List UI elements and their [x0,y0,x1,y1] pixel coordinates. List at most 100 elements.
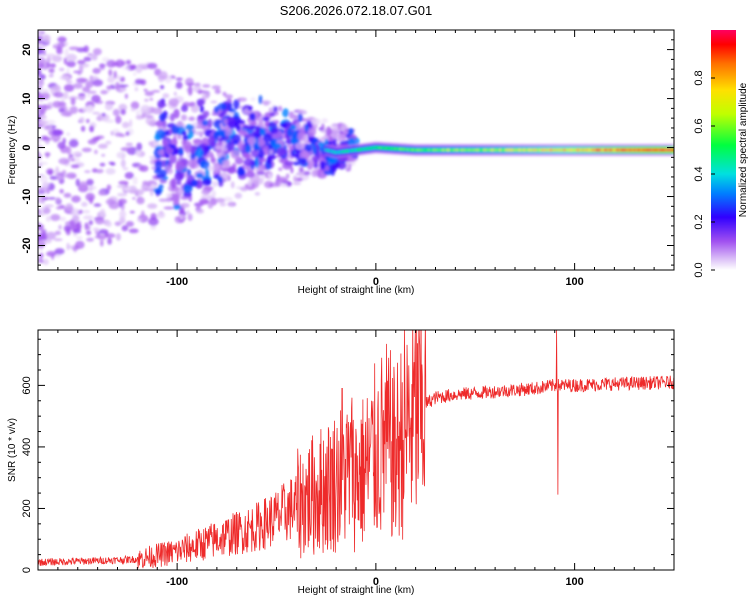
heatmap-cell [115,81,119,90]
heatmap-cell [289,114,299,120]
heatmap-cell [87,139,97,145]
heatmap-cell [237,129,248,135]
heatmap-cell [155,120,164,127]
heatmap-cell [234,192,243,199]
heatmap-cell [66,80,73,84]
heatmap-cell [166,192,173,198]
heatmap-cell [98,190,106,196]
heatmap-cell [169,144,177,150]
heatmap-cell [151,90,161,93]
heatmap-cell [116,184,127,188]
heatmap-cell [46,168,54,175]
heatmap-cell [42,182,50,188]
heatmap-cell [91,94,101,103]
heatmap-cell [234,156,244,165]
heatmap-cell [86,237,94,242]
colorbar: 0.0 0.2 0.4 0.6 0.8 Normalized spectral ampl… [693,30,749,278]
heatmap-cell [210,154,215,164]
heatmap-cell [40,206,45,211]
heatmap-cell [295,149,300,155]
heatmap-cell [222,159,231,168]
snr-series-line [38,330,674,569]
heatmap-cell [186,168,192,176]
heatmap-cell [68,46,80,51]
snr-x-axis-title: Height of straight line (km) [298,585,415,596]
heatmap-cell [120,109,126,115]
snr-y-tick-label: 600 [21,376,33,394]
heatmap-cell [217,125,222,131]
snr-y-axis-title: SNR (10 * v/v) [7,418,18,482]
heatmap-cell [106,85,112,90]
heatmap-cell [268,155,277,160]
heatmap-cell [325,126,332,137]
heatmap-cell [214,89,221,94]
heatmap-cell [132,197,136,200]
heatmap-cell [194,131,204,136]
heatmap-cell [128,185,137,194]
heatmap-cell [144,188,156,192]
heatmap-cell [71,158,75,162]
heatmap-cell [159,112,166,122]
heatmap-cell [211,85,221,90]
heatmap-cell [249,112,256,121]
heatmap-cell [120,147,132,152]
heatmap-cell [151,166,156,170]
heatmap-cell [257,164,265,171]
heatmap-cell [48,68,55,73]
heatmap-cell [136,142,143,151]
heatmap-cell [174,171,184,182]
heatmap-cell [215,198,226,203]
heatmap-cell [58,224,62,230]
heatmap-cell [56,174,63,181]
heatmap-cell [168,98,179,107]
heatmap-cell [172,193,180,204]
heatmap-cell [38,197,44,204]
colorbar-gradient [711,30,736,270]
snr-y-tick-label: 0 [21,567,33,573]
heatmap-cell [268,107,273,113]
heatmap-cell [140,210,145,219]
heatmap-cell [87,92,91,98]
heatmap-y-ticks: -20 -10 0 10 20 [21,29,674,266]
heatmap-cell [86,118,90,124]
heatmap-cell [217,131,225,137]
heatmap-cell [226,141,235,152]
heatmap-cell [152,141,161,147]
heatmap-cell [262,101,270,106]
heatmap-cell [116,151,126,159]
heatmap-cell [337,160,347,170]
heatmap-cell [293,175,297,183]
heatmap-cell [51,55,63,63]
heatmap-cell [305,159,315,169]
heatmap-cell [330,124,339,129]
heatmap-cell [231,134,242,144]
heatmap-cell [100,239,104,247]
heatmap-cell [104,233,116,239]
heatmap-cell [65,203,74,212]
heatmap-cell [115,59,125,68]
heatmap-cell [335,134,347,139]
heatmap-cell [275,180,281,187]
heatmap-ridge-core [671,148,674,152]
heatmap-cell [176,180,182,186]
snr-x-tick-label: 0 [373,576,379,588]
heatmap-cell [38,141,41,145]
heatmap-cell [78,181,89,190]
heatmap-cell [293,161,301,166]
heatmap-cell [159,71,168,80]
heatmap-cell [70,164,80,169]
heatmap-cell [105,198,116,205]
heatmap-cell [38,120,49,126]
heatmap-cell [39,174,49,183]
heatmap-blobs [38,30,674,266]
heatmap-cell [108,69,113,77]
heatmap-cell [133,72,137,76]
heatmap-cell [228,166,237,174]
heatmap-cell [124,93,128,99]
heatmap-cell [251,149,259,158]
heatmap-cell [276,147,287,156]
heatmap-cell [250,97,256,102]
colorbar-tick-label: 0.6 [693,118,705,133]
heatmap-cell [45,53,56,57]
heatmap-cell [169,154,177,164]
